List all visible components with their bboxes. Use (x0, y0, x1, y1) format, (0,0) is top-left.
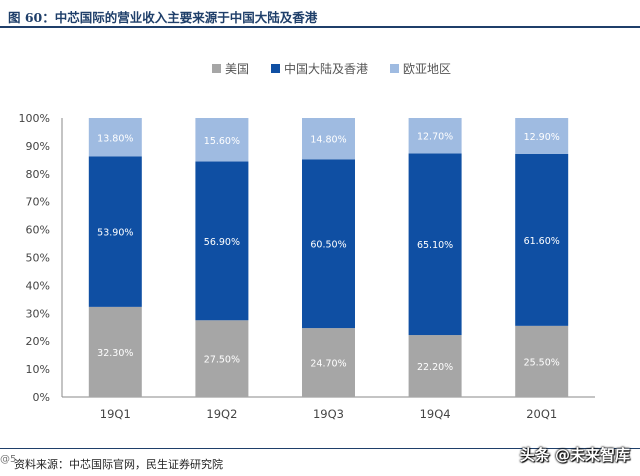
x-tick-label: 19Q4 (420, 407, 451, 421)
figure-title: 图 60：中芯国际的营业收入主要来源于中国大陆及香港 (8, 10, 318, 25)
data-label: 65.10% (417, 240, 453, 251)
y-tick-label: 100% (19, 112, 50, 125)
bar-19Q1-series-2 (88, 118, 142, 157)
data-label: 32.30% (97, 348, 133, 359)
data-label: 12.90% (524, 132, 560, 143)
data-label: 56.90% (204, 237, 240, 248)
bar-19Q4-series-1 (408, 153, 462, 336)
footer-divider (0, 448, 640, 449)
y-tick-label: 0% (33, 391, 50, 404)
bar-20Q1-series-0 (515, 325, 569, 397)
y-tick-label: 40% (26, 279, 50, 292)
source-note: 资料来源：中芯国际官网，民生证券研究院 (14, 458, 223, 471)
data-label: 13.80% (97, 133, 133, 144)
bar-20Q1-series-2 (515, 118, 569, 154)
x-tick-label: 19Q3 (313, 407, 344, 421)
y-tick-label: 60% (26, 224, 50, 237)
legend-label-2: 欧亚地区 (403, 62, 451, 76)
bar-19Q3-series-0 (302, 328, 355, 397)
y-tick-label: 20% (26, 335, 50, 348)
bar-19Q1-series-0 (88, 306, 142, 397)
legend-swatch-1 (271, 64, 280, 73)
legend-swatch-2 (390, 64, 399, 73)
data-label: 22.20% (417, 362, 453, 373)
y-tick-label: 80% (26, 168, 50, 181)
y-tick-label: 30% (26, 307, 50, 320)
title-divider (0, 26, 640, 28)
y-tick-label: 90% (26, 140, 50, 153)
bar-19Q3-series-2 (302, 118, 355, 160)
bar-19Q1-series-1 (88, 156, 142, 307)
data-label: 61.60% (524, 236, 560, 247)
data-label: 15.60% (204, 136, 240, 147)
x-tick-label: 19Q2 (206, 407, 237, 421)
bar-19Q3-series-1 (302, 159, 355, 329)
data-label: 12.70% (417, 132, 453, 143)
data-label: 53.90% (97, 228, 133, 239)
corner-text: @5. (0, 454, 20, 465)
y-tick-label: 70% (26, 196, 50, 209)
y-tick-label: 10% (26, 363, 50, 376)
bar-19Q2-series-1 (195, 161, 249, 321)
x-tick-label: 19Q1 (100, 407, 131, 421)
legend-label-0: 美国 (225, 62, 249, 76)
bar-19Q4-series-0 (408, 335, 462, 397)
bar-19Q2-series-0 (195, 320, 249, 397)
legend-label-1: 中国大陆及香港 (284, 61, 368, 76)
data-label: 14.80% (310, 135, 346, 146)
bar-19Q4-series-2 (408, 118, 462, 154)
watermark: 头条 @未来智库 (519, 446, 630, 464)
stacked-bar-chart: 美国 中国大陆及香港 欧亚地区 0% 10% 20% 30% 40% 50% 60% 70% 80% 9… (19, 61, 595, 421)
data-label: 27.50% (204, 355, 240, 366)
bar-20Q1-series-1 (515, 153, 569, 326)
data-label: 60.50% (310, 240, 346, 251)
legend-swatch-0 (212, 64, 221, 73)
x-tick-label: 20Q1 (526, 407, 557, 421)
y-tick-label: 50% (26, 252, 50, 265)
data-label: 25.50% (524, 357, 560, 368)
data-label: 24.70% (310, 359, 346, 370)
bar-19Q2-series-2 (195, 118, 249, 162)
